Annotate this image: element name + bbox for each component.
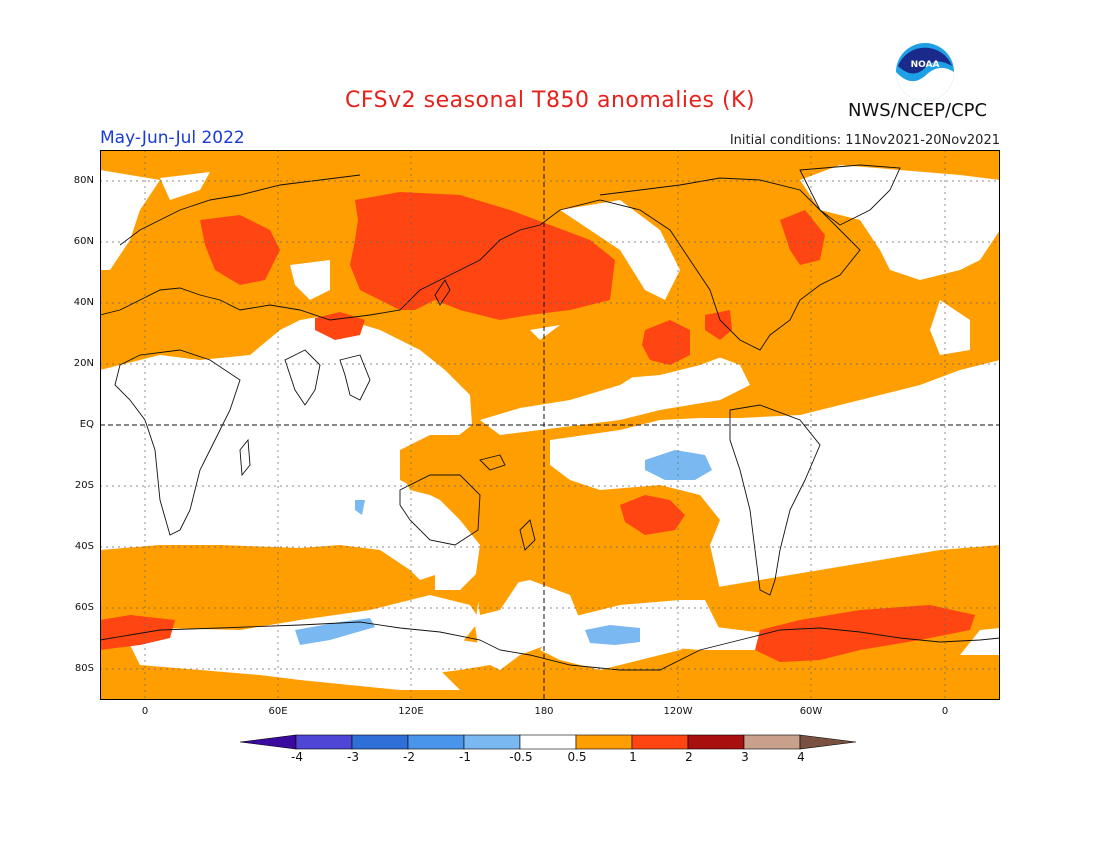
colorbar-segment bbox=[407, 734, 465, 750]
colorbar-tick-label: -0.5 bbox=[509, 750, 533, 764]
colorbar-tick-label: 2 bbox=[685, 750, 693, 764]
colorbar-segment bbox=[240, 734, 297, 750]
map-title: CFSv2 seasonal T850 anomalies (K) bbox=[345, 88, 756, 113]
lon-label: 120W bbox=[663, 706, 693, 717]
near-zero-regions bbox=[100, 165, 1000, 695]
graticule bbox=[100, 150, 1000, 700]
colorbar-tick-label: 0.5 bbox=[567, 750, 587, 764]
strong-warm-regions bbox=[100, 192, 975, 662]
cool-anomaly-regions bbox=[295, 450, 712, 645]
lat-label: EQ bbox=[79, 419, 94, 430]
colorbar-tick-label: -2 bbox=[403, 750, 415, 764]
lon-label: 60E bbox=[268, 706, 288, 717]
colorbar-tick-label: 3 bbox=[741, 750, 749, 764]
lat-label: 60S bbox=[74, 602, 94, 613]
colorbar-segment bbox=[687, 734, 745, 750]
colorbar-segment bbox=[575, 734, 633, 750]
lat-label: 40S bbox=[74, 541, 94, 552]
colorbar-tick-label: -1 bbox=[459, 750, 471, 764]
colorbar-segments bbox=[240, 734, 857, 750]
lat-label: 80S bbox=[74, 663, 94, 674]
agency-label: NWS/NCEP/CPC bbox=[848, 100, 988, 121]
lat-label: 20N bbox=[73, 358, 94, 369]
equator-dateline bbox=[100, 150, 1000, 700]
colorbar-segment bbox=[519, 734, 577, 750]
antarctic-white bbox=[130, 628, 495, 675]
colorbar-segment bbox=[743, 734, 801, 750]
colorbar-segment bbox=[351, 734, 409, 750]
colorbar-tick-label: -3 bbox=[347, 750, 359, 764]
colorbar bbox=[240, 734, 857, 750]
lon-label: 60W bbox=[799, 706, 823, 717]
lon-label: 0 bbox=[941, 706, 949, 717]
lon-label: 0 bbox=[141, 706, 149, 717]
colorbar-segment bbox=[463, 734, 521, 750]
initial-conditions-label: Initial conditions: 11Nov2021-20Nov2021 bbox=[729, 133, 1000, 148]
colorbar-segment bbox=[631, 734, 689, 750]
logo-text: NOAA bbox=[911, 60, 940, 70]
season-label: May-Jun-Jul 2022 bbox=[100, 128, 245, 148]
colorbar-tick-label: -4 bbox=[291, 750, 303, 764]
lat-label: 80N bbox=[73, 175, 94, 186]
lon-label: 120E bbox=[398, 706, 424, 717]
colorbar-segment bbox=[295, 734, 353, 750]
colorbar-segment bbox=[799, 734, 857, 750]
lat-label: 40N bbox=[73, 297, 94, 308]
lon-label: 180 bbox=[534, 706, 554, 717]
colorbar-tick-label: 4 bbox=[797, 750, 805, 764]
lat-label: 60N bbox=[73, 236, 94, 247]
colorbar-tick-label: 1 bbox=[629, 750, 637, 764]
anomaly-map bbox=[100, 150, 1000, 700]
coastlines bbox=[100, 164, 1000, 671]
noaa-logo: NOAA bbox=[896, 43, 954, 101]
lat-label: 20S bbox=[74, 480, 94, 491]
